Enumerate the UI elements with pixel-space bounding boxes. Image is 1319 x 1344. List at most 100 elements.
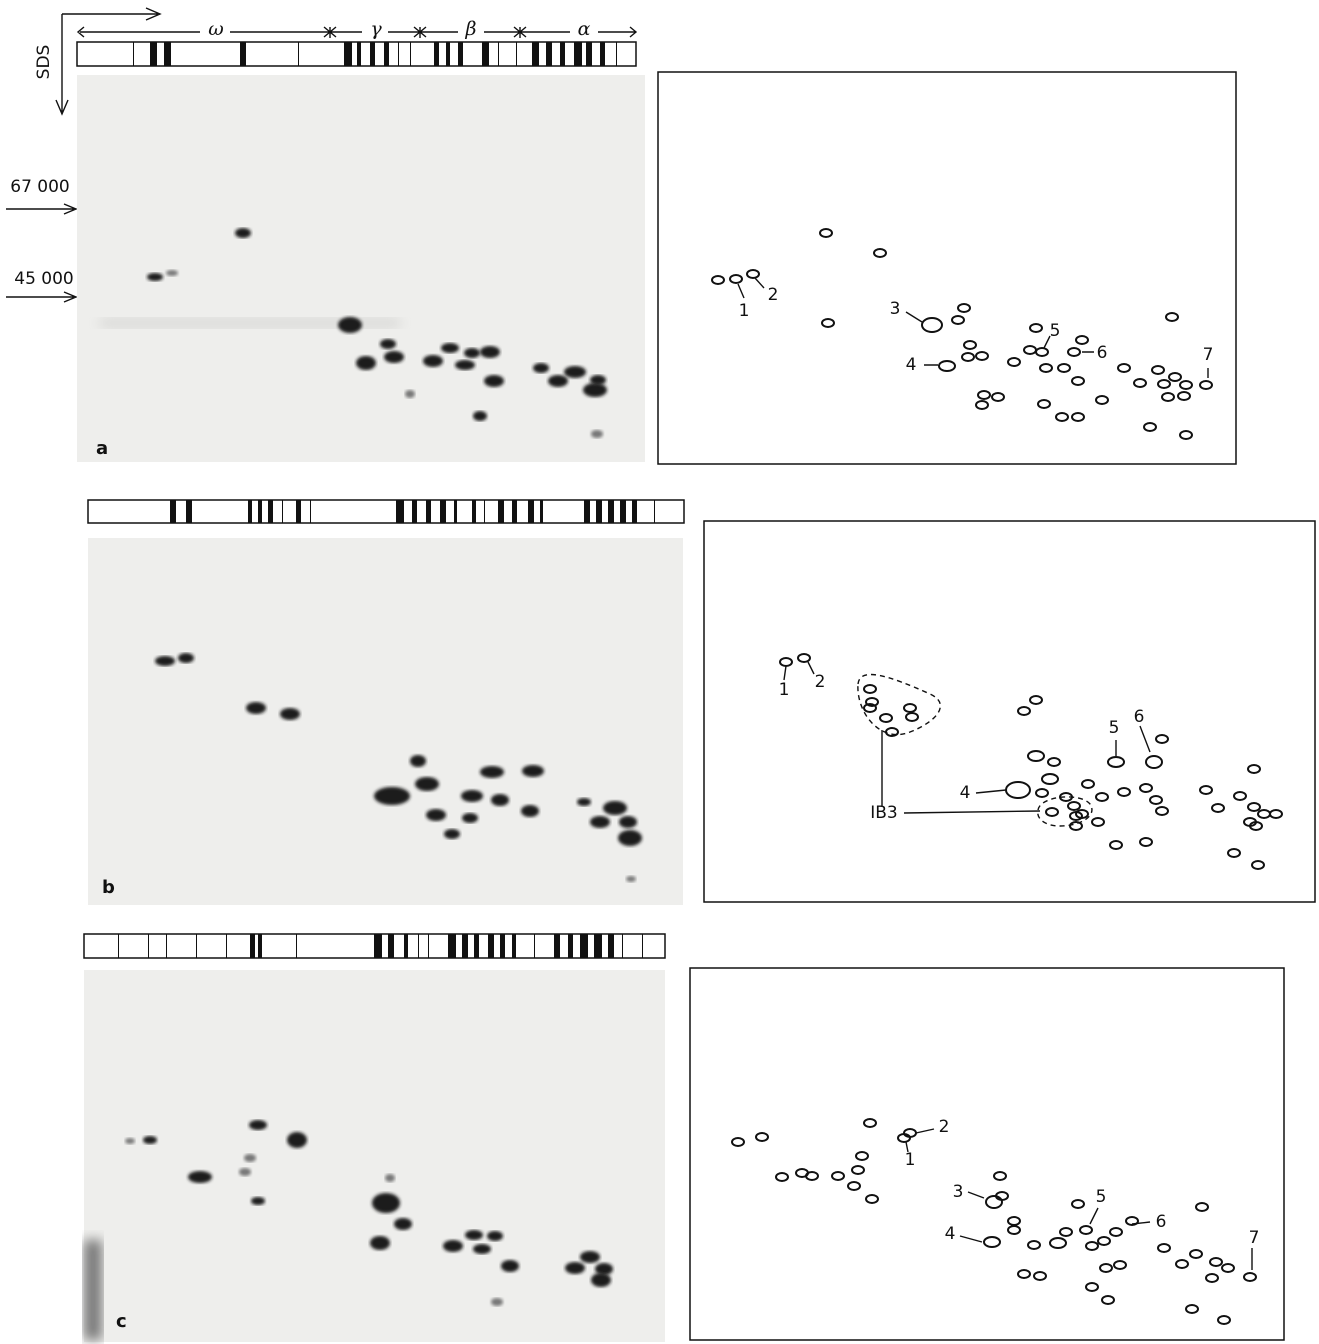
spot-outline [865,1194,879,1204]
gel-spot [501,1260,519,1272]
spot-outline [1227,848,1241,858]
band [268,500,273,523]
band [448,934,456,958]
gel-spot [619,816,637,828]
gel-spot [239,1168,251,1176]
spot-outline [1099,1263,1113,1273]
spot-outline [873,248,887,258]
gel-spot [443,1240,463,1252]
spot-outline [1027,750,1045,762]
band [434,42,439,66]
spot-outline [1217,1315,1231,1325]
gap [458,22,484,40]
gel-spot [521,805,539,817]
spot-outline [863,703,877,713]
gel-spot [444,829,460,839]
gel-spot [244,1154,256,1162]
gel-spot [410,755,426,767]
gel-spot [188,1171,212,1183]
band [608,934,614,958]
fraction-brackets [76,26,638,38]
band [482,42,489,66]
gel-spot [280,708,300,720]
spot-outline [821,318,835,328]
spot-outline [1033,1271,1047,1281]
spot-label: 2 [768,285,779,305]
spot-label: 3 [953,1182,964,1202]
band [546,42,552,66]
panel-label: a [96,438,108,459]
band [240,42,246,66]
spot-outline [1095,792,1109,802]
spot-label: 5 [1109,718,1120,738]
axis-label: SDS [34,45,54,80]
band [226,934,227,958]
spot-outline [1168,372,1182,382]
band [632,500,637,523]
spot-outline [1195,1202,1209,1212]
spot-outline [711,275,725,285]
band [580,934,588,958]
spot-outline [1145,755,1163,769]
spot-outline [1047,757,1061,767]
gel-spot [603,801,627,815]
gel-spot [423,355,443,367]
gel-spot [533,363,549,373]
spot-label: 4 [906,355,917,375]
spot-outline [1205,1273,1219,1283]
fraction-label: ω [208,18,224,40]
marker-arrow [6,203,78,215]
spot-outline [1151,365,1165,375]
band [534,934,535,958]
spot-outline [851,1165,865,1175]
gel-spot [235,228,251,238]
band [170,500,176,523]
gel-spot [522,765,544,777]
gel-spot [143,1136,157,1144]
band-strip [76,41,637,67]
band [484,500,485,523]
gel-spot [580,1251,600,1263]
spot-outline [1157,1243,1171,1253]
spot-outline [1057,363,1071,373]
spot-outline [1069,821,1083,831]
gel-spot [338,317,362,333]
band [516,42,517,66]
spot-outline [1075,335,1089,345]
spot-outline [1067,347,1081,357]
band [458,42,463,66]
band [418,934,419,958]
gap [362,22,388,40]
gel-spot [394,1218,412,1230]
spot-outline [1247,764,1261,774]
spot-outline [1143,422,1157,432]
gel-image [84,970,665,1342]
band [133,42,134,66]
gel-spot [372,1193,400,1213]
gel-spot [155,656,175,666]
spot-label: 6 [1097,343,1108,363]
gel-spot [590,375,606,385]
spot-outline [1155,806,1169,816]
panel-label: b [102,877,115,898]
spot-outline [1007,1225,1021,1235]
band [512,500,517,523]
band [446,42,450,66]
spot-label: 5 [1096,1187,1107,1207]
spot-label: 6 [1134,707,1145,727]
band [608,500,614,523]
gel-streak [100,318,400,328]
band [248,500,252,523]
spot-outline [1037,399,1051,409]
spot-outline [819,228,833,238]
spot-outline [1157,379,1171,389]
band [296,934,297,958]
spot-outline [1017,1269,1031,1279]
spot-outline [983,1236,1001,1248]
spot-outline [1097,1236,1111,1246]
band [357,42,361,66]
spot-outline [863,684,877,694]
sds-arrow [55,7,162,116]
